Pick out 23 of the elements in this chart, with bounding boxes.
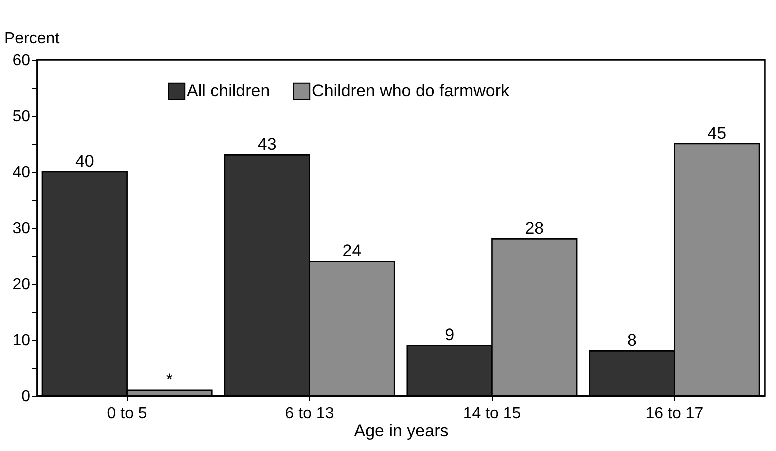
legend-label: Children who do farmwork <box>312 81 510 100</box>
y-tick-label: 0 <box>22 388 31 406</box>
data-label: 9 <box>445 326 455 345</box>
y-tick-label: 50 <box>12 108 31 126</box>
data-label: 40 <box>75 152 94 171</box>
data-label: 28 <box>525 219 544 238</box>
x-tick-label: 6 to 13 <box>285 406 334 422</box>
y-tick-label: 60 <box>12 52 31 70</box>
x-tick-label: 16 to 17 <box>646 406 704 422</box>
x-tick-label: 0 to 5 <box>107 406 148 422</box>
x-tick-label: 14 to 15 <box>463 406 522 422</box>
data-label: 8 <box>628 331 637 350</box>
data-label: 24 <box>342 242 362 261</box>
y-tick-label: 40 <box>12 164 31 182</box>
data-label: 43 <box>258 135 277 154</box>
y-tick-label: 20 <box>12 276 31 294</box>
y-tick-label: 10 <box>12 332 31 350</box>
x-axis-title: Age in years <box>354 422 449 440</box>
data-label: * <box>166 370 174 390</box>
data-label: 45 <box>708 124 727 143</box>
y-axis-title: Percent <box>4 30 60 48</box>
y-tick-label: 30 <box>12 220 31 238</box>
legend-label: All children <box>187 81 270 100</box>
